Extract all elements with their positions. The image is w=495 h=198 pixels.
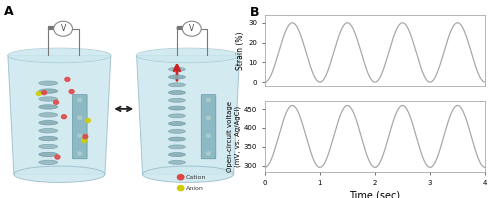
Circle shape [206, 152, 210, 155]
Ellipse shape [168, 129, 185, 133]
Ellipse shape [168, 106, 185, 110]
Ellipse shape [39, 105, 57, 109]
FancyBboxPatch shape [201, 95, 216, 159]
Ellipse shape [168, 67, 185, 71]
Circle shape [53, 100, 58, 104]
Circle shape [83, 135, 88, 139]
Polygon shape [137, 55, 240, 174]
Ellipse shape [168, 90, 185, 94]
Circle shape [78, 98, 82, 102]
Circle shape [206, 116, 210, 119]
Circle shape [82, 139, 87, 143]
Ellipse shape [39, 160, 57, 165]
Ellipse shape [143, 166, 234, 182]
Circle shape [69, 89, 74, 93]
Circle shape [206, 98, 210, 102]
Circle shape [65, 77, 70, 81]
Polygon shape [8, 55, 111, 174]
Ellipse shape [39, 136, 57, 141]
X-axis label: Time (sec): Time (sec) [349, 190, 400, 198]
Ellipse shape [39, 81, 57, 85]
Ellipse shape [14, 166, 105, 182]
Ellipse shape [39, 121, 57, 125]
Circle shape [78, 116, 82, 119]
Text: B: B [250, 6, 259, 19]
Ellipse shape [8, 48, 111, 63]
Ellipse shape [168, 75, 185, 79]
Ellipse shape [168, 122, 185, 126]
Text: A: A [4, 5, 13, 18]
Circle shape [177, 175, 184, 180]
Text: V: V [189, 24, 195, 33]
Circle shape [177, 186, 184, 191]
Ellipse shape [39, 144, 57, 149]
Ellipse shape [137, 48, 240, 63]
Circle shape [61, 115, 66, 119]
Y-axis label: Strain (%): Strain (%) [237, 31, 246, 70]
Circle shape [78, 152, 82, 155]
Y-axis label: Open-circuit voltage
(mV, vs. Ag/AgCl): Open-circuit voltage (mV, vs. Ag/AgCl) [227, 101, 241, 172]
Circle shape [182, 21, 201, 36]
Ellipse shape [168, 137, 185, 141]
Circle shape [86, 119, 91, 123]
Ellipse shape [39, 97, 57, 101]
Ellipse shape [168, 145, 185, 149]
Ellipse shape [39, 152, 57, 157]
Ellipse shape [168, 98, 185, 102]
Ellipse shape [39, 129, 57, 133]
Circle shape [53, 21, 72, 36]
Circle shape [78, 134, 82, 137]
Ellipse shape [39, 89, 57, 93]
Text: V: V [60, 24, 66, 33]
Circle shape [36, 91, 41, 95]
Ellipse shape [168, 114, 185, 118]
Ellipse shape [39, 113, 57, 117]
Circle shape [55, 155, 60, 159]
Ellipse shape [168, 153, 185, 157]
Ellipse shape [168, 83, 185, 87]
Ellipse shape [168, 160, 185, 164]
Text: Anion: Anion [186, 186, 204, 191]
Circle shape [42, 91, 47, 95]
FancyBboxPatch shape [72, 95, 87, 159]
Text: Cation: Cation [186, 175, 206, 180]
Circle shape [206, 134, 210, 137]
